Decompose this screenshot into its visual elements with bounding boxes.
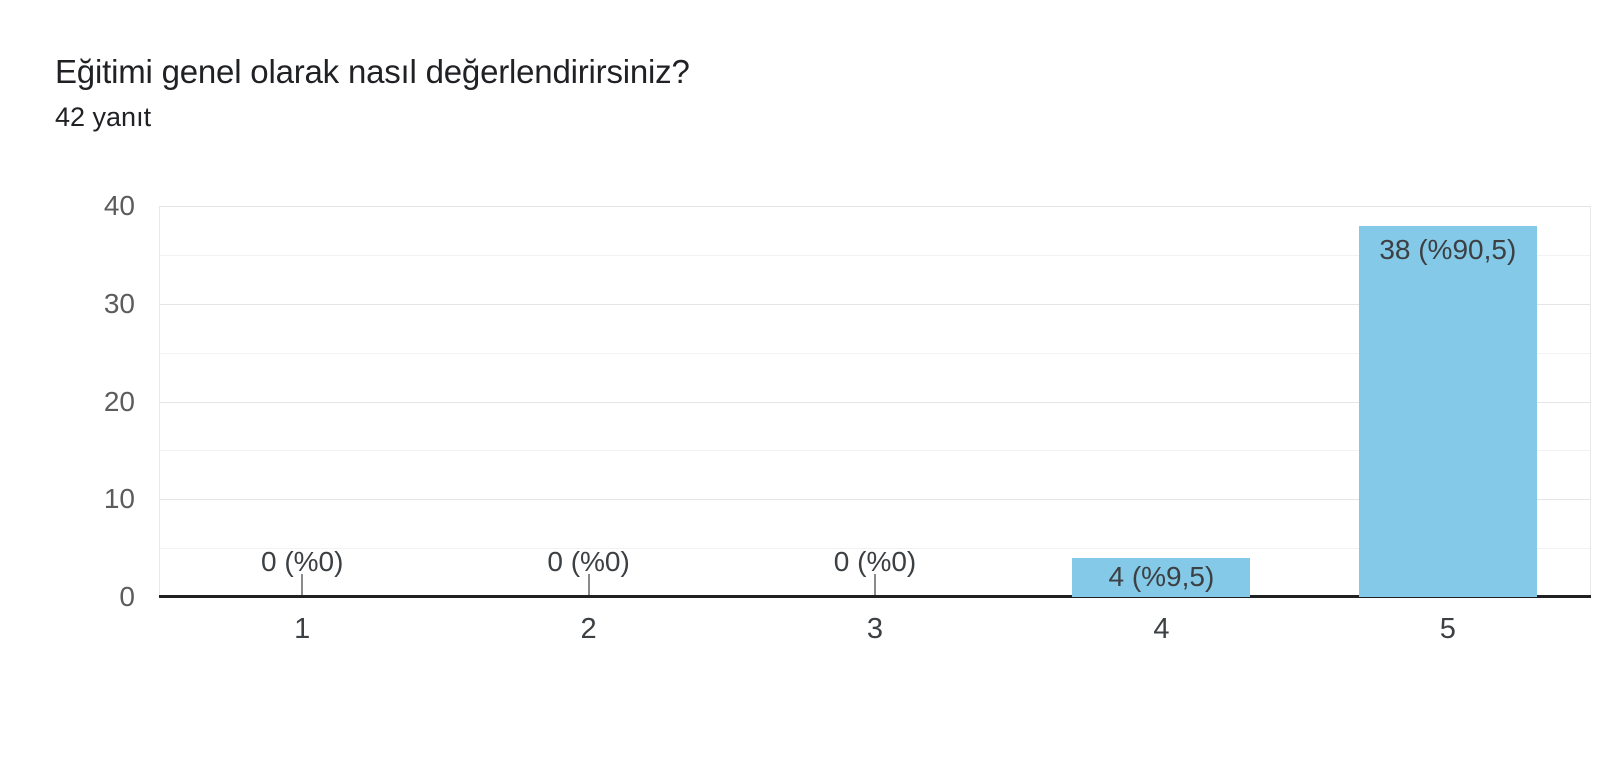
x-axis-line [159,595,1591,598]
gridline-major-30 [159,303,1591,305]
x-axis-category-label-1: 1 [294,613,311,645]
bar-value-label-category-5: 38 (%90,5) [1379,234,1517,265]
y-axis-tick-label-40: 40 [103,190,135,221]
plot-area: 0 (%0) 0 (%0) 0 (%0) 4 (%9,5) 38 (%90,5) [159,206,1591,598]
gridline-minor-5 [159,548,1591,550]
plot-left-border [159,206,160,597]
gridline-minor-35 [159,254,1591,256]
bar-value-label-category-1: 0 (%0) [260,546,344,577]
gridline-major-40 [159,206,1591,207]
zero-tick-stem-category-2 [587,574,590,596]
x-axis-category-label-5: 5 [1439,613,1456,645]
bar-value-label-category-3: 0 (%0) [833,546,917,577]
bar-category-4[interactable] [1072,558,1251,597]
x-axis-category-label-3: 3 [866,613,884,645]
responses-count: 42 yanıt [55,102,152,132]
x-axis-category-label-2: 2 [580,613,597,645]
y-axis-tick-label-0: 0 [119,581,135,612]
gridline-minor-25 [159,352,1591,354]
bar-value-label-category-2: 0 (%0) [547,546,630,577]
question-title: Eğitimi genel olarak nasıl değerlendirir… [55,53,690,90]
y-axis-tick-label-10: 10 [103,483,135,515]
bar-category-5[interactable] [1358,226,1537,597]
bar-value-label-category-4: 4 (%9,5) [1108,560,1215,592]
plot-right-border [1590,206,1591,597]
zero-tick-stem-category-1 [301,574,304,596]
x-axis-category-label-4: 4 [1153,613,1170,645]
gridline-minor-15 [159,450,1591,452]
zero-tick-stem-category-3 [874,574,876,596]
y-axis-tick-label-30: 30 [103,287,135,319]
gridline-major-10 [159,499,1591,501]
y-axis-tick-label-20: 20 [103,385,135,417]
gridline-major-20 [159,401,1591,403]
